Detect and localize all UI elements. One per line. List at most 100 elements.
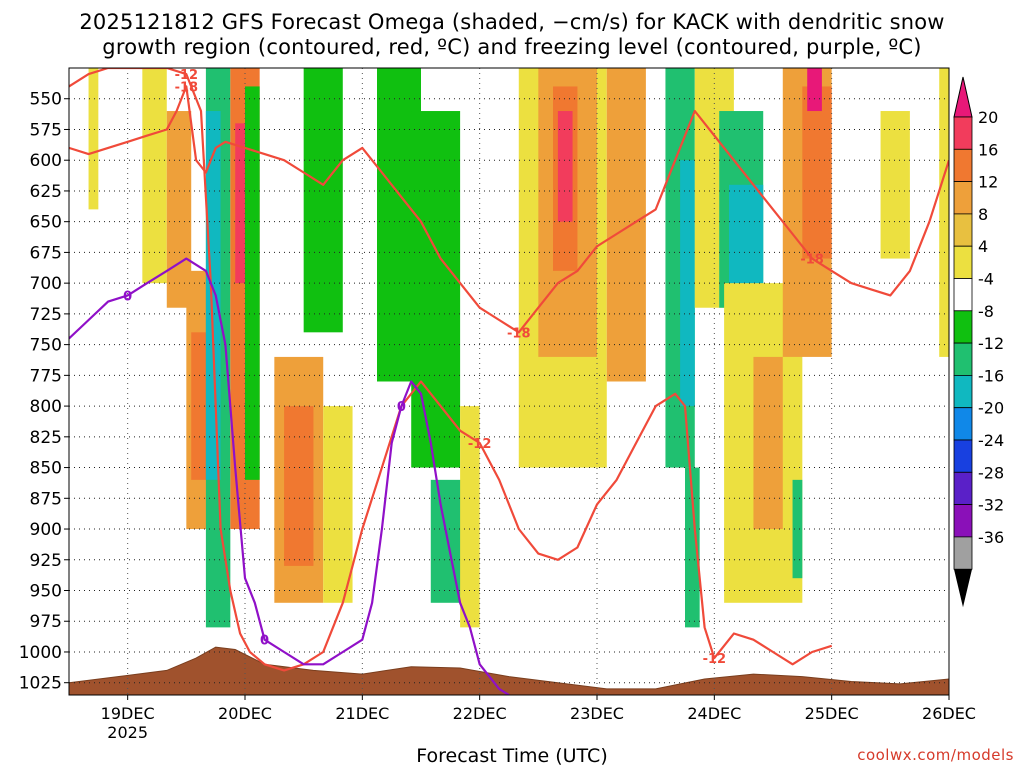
y-tick-label-850: 850 xyxy=(30,459,62,479)
y-tick-label-550: 550 xyxy=(30,90,62,110)
colorbar-swatch-11 xyxy=(953,471,973,505)
colorbar-label-m20: -20 xyxy=(978,399,1004,418)
omega-region-25 xyxy=(685,467,700,628)
y-tick-label-625: 625 xyxy=(30,182,62,202)
omega-region-6 xyxy=(205,111,221,480)
colorbar-swatch-12 xyxy=(953,504,973,538)
colorbar-swatch-13 xyxy=(953,536,973,570)
colorbar-label-8: 8 xyxy=(978,205,988,224)
x-tick-sublabel-19DEC: 2025 xyxy=(107,723,148,742)
plot-frame xyxy=(68,67,950,696)
freezing-label-0: 0 xyxy=(123,289,132,304)
omega-region-9 xyxy=(245,86,260,480)
omega-region-32 xyxy=(802,86,832,259)
colorbar-label-4: 4 xyxy=(978,237,988,256)
omega-region-21 xyxy=(557,111,573,222)
colorbar-label-m28: -28 xyxy=(978,463,1004,482)
omega-region-0 xyxy=(88,68,99,210)
y-tick-label-750: 750 xyxy=(30,336,62,356)
dgz-label-m12-1: -12 xyxy=(468,437,492,452)
colorbar-label-m32: -32 xyxy=(978,496,1004,515)
colorbar-label-m36: -36 xyxy=(978,528,1004,547)
omega-region-11 xyxy=(284,406,314,566)
omega-region-17 xyxy=(460,406,480,628)
y-tick-label-900: 900 xyxy=(30,520,62,540)
colorbar-swatch-3 xyxy=(953,213,973,247)
y-tick-label-1025: 1025 xyxy=(19,674,62,694)
y-tick-label-950: 950 xyxy=(30,582,62,602)
y-tick-label-875: 875 xyxy=(30,489,62,509)
colorbar-label-20: 20 xyxy=(978,108,998,127)
colorbar-label-m24: -24 xyxy=(978,431,1004,450)
x-tick-label-25DEC: 25DEC xyxy=(805,704,859,723)
omega-region-34 xyxy=(792,479,803,579)
colorbar: 20 16 12 8 4 -4 -8 -12 -16 -20 -24 -28 -32 -36 xyxy=(953,76,1004,608)
colorbar-label-m16: -16 xyxy=(978,366,1004,385)
x-tick-label-26DEC: 26DEC xyxy=(922,704,976,723)
colorbar-swatch-5 xyxy=(953,278,973,312)
omega-region-13 xyxy=(323,406,353,603)
colorbar-label-12: 12 xyxy=(978,173,998,192)
colorbar-label-m12: -12 xyxy=(978,334,1004,353)
colorbar-bottom-arrow xyxy=(954,569,972,608)
y-tick-label-825: 825 xyxy=(30,428,62,448)
colorbar-swatch-10 xyxy=(953,439,973,473)
freezing-level-contour xyxy=(69,257,510,695)
x-tick-label-22DEC: 22DEC xyxy=(453,704,507,723)
omega-region-15 xyxy=(411,111,461,468)
y-tick-label-925: 925 xyxy=(30,551,62,571)
colorbar-swatch-8 xyxy=(953,374,973,409)
colorbar-swatch-1 xyxy=(953,148,973,183)
dgz-label-m18-1: -18 xyxy=(507,326,531,341)
x-tick-label-19DEC: 19DEC xyxy=(101,704,155,723)
omega-shading xyxy=(88,68,949,628)
colorbar-swatch-0 xyxy=(953,116,973,150)
dgz-isotherm-m18 xyxy=(69,85,949,334)
dgz-label-m12-2: -12 xyxy=(703,652,727,667)
y-tick-label-575: 575 xyxy=(30,120,62,140)
omega-region-36 xyxy=(939,68,949,357)
omega-region-33 xyxy=(807,68,822,112)
colorbar-label-m8: -8 xyxy=(978,302,994,321)
x-tick-label-24DEC: 24DEC xyxy=(687,704,741,723)
colorbar-label-16: 16 xyxy=(978,140,998,159)
colorbar-swatch-6 xyxy=(953,310,973,344)
chart-title-line-1: 2025121812 GFS Forecast Omega (shaded, −… xyxy=(79,10,945,34)
chart-title-line-2: growth region (contoured, red, ºC) and f… xyxy=(102,35,922,59)
omega-region-12 xyxy=(303,68,343,333)
credit-link[interactable]: coolwx.com/models xyxy=(857,746,1014,764)
dgz-label-m18-0: -18 xyxy=(175,80,199,95)
colorbar-swatch-7 xyxy=(953,342,973,376)
dgz-isotherm-m12 xyxy=(69,68,833,672)
freezing-label-1: 0 xyxy=(260,634,269,649)
y-tick-label-725: 725 xyxy=(30,305,62,325)
y-tick-label-675: 675 xyxy=(30,243,62,263)
colorbar-swatch-9 xyxy=(953,407,973,441)
y-tick-label-650: 650 xyxy=(30,213,62,233)
x-tick-label-21DEC: 21DEC xyxy=(335,704,389,723)
omega-region-35 xyxy=(880,111,910,259)
y-tick-label-700: 700 xyxy=(30,274,62,294)
y-tick-label-975: 975 xyxy=(30,612,62,632)
x-tick-label-20DEC: 20DEC xyxy=(218,704,272,723)
omega-region-1 xyxy=(142,68,167,284)
freezing-label-2: 0 xyxy=(397,400,406,415)
y-tick-label-800: 800 xyxy=(30,397,62,417)
omega-region-30 xyxy=(753,356,783,530)
y-tick-label-1000: 1000 xyxy=(19,643,62,663)
colorbar-label-m4: -4 xyxy=(978,270,994,289)
dgz-label-m18-2: -18 xyxy=(800,253,824,268)
omega-region-22 xyxy=(606,68,646,382)
y-axis: 550 575 600 625 650 675 700 725 750 775 800 825 850 8… xyxy=(19,90,69,694)
y-tick-label-775: 775 xyxy=(30,366,62,386)
omega-region-24 xyxy=(680,160,695,407)
colorbar-swatch-2 xyxy=(953,181,973,215)
colorbar-swatch-4 xyxy=(953,245,973,279)
y-tick-label-600: 600 xyxy=(30,151,62,171)
x-tick-label-23DEC: 23DEC xyxy=(570,704,624,723)
colorbar-top-arrow xyxy=(953,76,973,118)
grid xyxy=(69,68,950,695)
